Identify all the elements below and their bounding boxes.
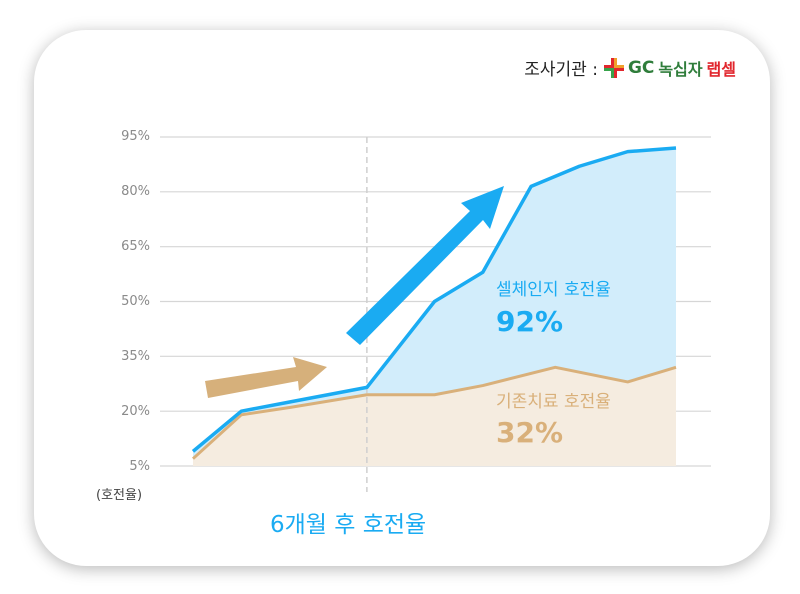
y-tick-label: 80%: [121, 184, 150, 199]
trend-arrow-tan-icon: [205, 357, 327, 398]
series-label-conventional: 기존치료 호전율: [496, 392, 611, 412]
y-tick-label: 95%: [121, 129, 150, 144]
logo-text: 녹십자: [658, 59, 703, 79]
series-line: [191, 146, 677, 453]
source-attribution: 조사기관 : GC 녹십자 랩셀: [524, 55, 736, 80]
six-month-annotation: 6개월 후 호전율: [270, 512, 427, 538]
y-tick-label: 50%: [121, 294, 150, 309]
series-value-conventional: 32%: [496, 416, 564, 449]
y-axis-unit-label: (호전율): [96, 488, 143, 503]
trend-arrow-blue-icon: [346, 186, 504, 345]
y-tick-label: 20%: [121, 404, 150, 419]
y-tick-label: 35%: [121, 349, 150, 364]
series-label-cellchange: 셀체인지 호전율: [496, 280, 611, 300]
series-line: [191, 365, 677, 460]
y-tick-label: 65%: [121, 239, 150, 254]
logo-prefix: GC: [627, 57, 655, 78]
logo-accent-text: 랩셀: [706, 59, 736, 79]
series-area-fill: [193, 367, 676, 466]
source-label: 조사기관 :: [524, 60, 598, 80]
gc-logo: GC 녹십자 랩셀: [603, 56, 736, 80]
y-tick-label: 5%: [129, 459, 150, 474]
series-value-cellchange: 92%: [496, 305, 564, 338]
gc-cross-icon: [603, 57, 624, 78]
